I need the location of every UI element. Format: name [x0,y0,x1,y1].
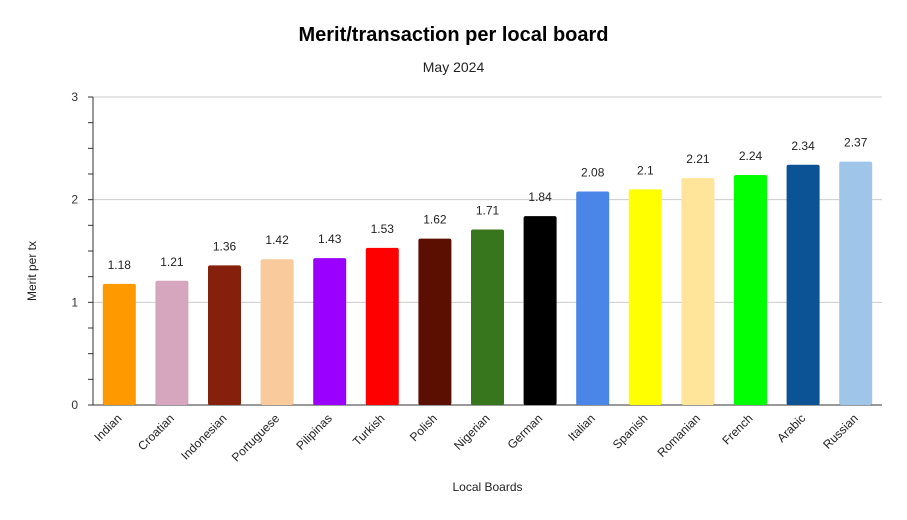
x-tick-label: Spanish [610,411,651,452]
x-tick-label: Pilipinas [293,411,335,453]
bar-french [734,175,767,405]
data-label: 1.42 [265,233,289,247]
data-label: 2.08 [581,165,605,179]
data-label: 1.62 [423,213,447,227]
bar-nigerian [471,229,504,405]
data-label: 1.21 [160,255,184,269]
data-label: 1.43 [318,232,342,246]
data-label: 2.37 [844,136,868,150]
bar-croatian [155,280,189,405]
bar-indian [102,283,136,405]
data-label: 1.36 [213,239,237,253]
x-tick-label: German [505,411,546,452]
x-tick-label: Russian [820,411,861,452]
bar-russian [839,161,873,405]
bar-indonesian [208,265,241,405]
x-tick-label: Turkish [350,411,387,448]
y-tick-label: 3 [71,90,78,104]
bar-pilipinas [313,258,347,405]
bar-arabic [786,164,820,405]
data-label: 1.71 [476,203,500,217]
x-tick-label: French [719,411,755,447]
chart-subtitle: May 2024 [422,59,485,75]
bar-polish [418,238,452,405]
bar-italian [576,191,610,405]
data-label: 2.21 [686,152,710,166]
x-tick-label: Croatian [135,411,177,453]
bar-german [523,216,557,405]
x-tick-label: Indian [91,411,124,444]
x-axis-title: Local Boards [452,480,522,494]
axes [88,96,94,406]
data-label: 1.84 [528,190,552,204]
y-axis-title: Merit per tx [25,241,39,301]
data-label: 1.18 [108,258,132,272]
x-tick-label: Nigerian [451,411,493,453]
x-tick-label: Arabic [774,411,808,445]
data-label: 1.53 [371,222,395,236]
data-label: 2.24 [739,149,763,163]
x-tick-label: Polish [407,411,440,444]
chart-title: Merit/transaction per local board [298,24,609,46]
x-tick-label: Italian [565,411,598,444]
x-tick-label: Portuguese [229,411,283,465]
data-label: 2.1 [637,163,654,177]
bar-romanian [681,178,715,405]
y-tick-label: 1 [71,295,78,309]
x-tick-label: Romanian [654,411,703,460]
bar-portuguese [260,259,294,405]
y-tick-label: 2 [71,193,78,207]
y-tick-label: 0 [71,398,78,412]
x-tick-label: Indonesian [178,411,229,462]
bars [102,161,873,405]
bar-turkish [365,247,399,405]
data-label: 2.34 [791,139,815,153]
bar-spanish [628,189,662,405]
